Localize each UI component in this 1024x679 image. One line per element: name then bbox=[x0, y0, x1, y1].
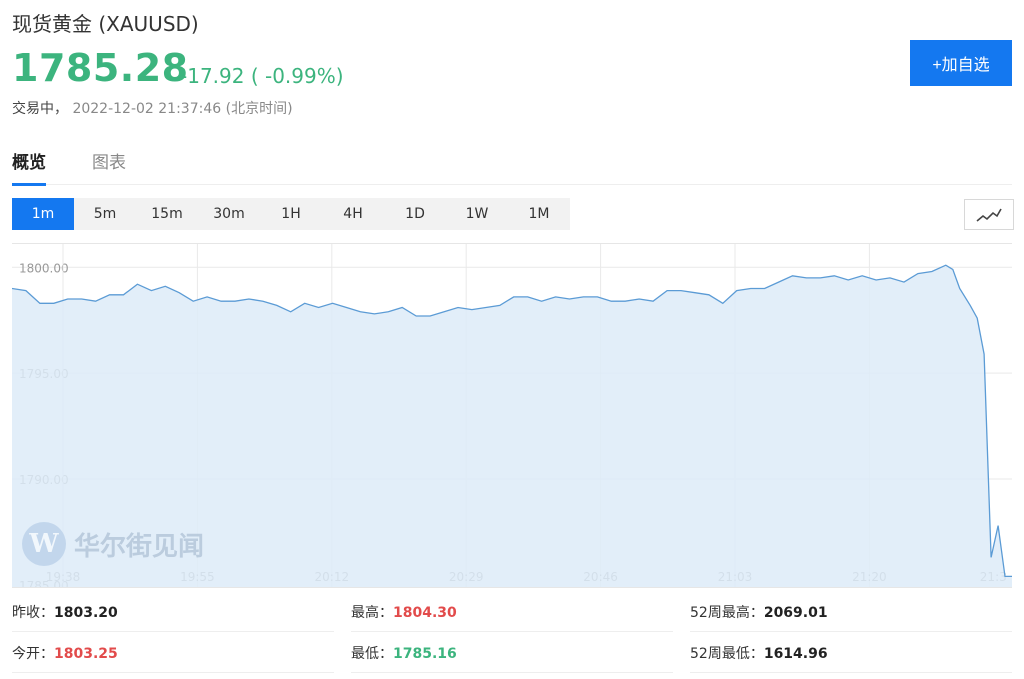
stat-52w-low: 52周最低：1614.96 bbox=[690, 636, 1012, 673]
price-chart: 1800.001795.001790.001785.0019:3819:5520… bbox=[11, 243, 1012, 593]
trading-status: 交易中， 2022-12-02 21:37:46 (北京时间) bbox=[12, 98, 293, 118]
current-price: 1785.28 bbox=[12, 46, 189, 90]
status-state: 交易中， bbox=[12, 101, 68, 117]
interval-15m[interactable]: 15m bbox=[151, 206, 183, 222]
interval-5m[interactable]: 5m bbox=[93, 206, 117, 222]
stat-open: 今开：1803.25 bbox=[12, 636, 334, 673]
status-timezone: (北京时间) bbox=[225, 101, 293, 117]
line-chart-icon bbox=[976, 208, 1002, 222]
stat-label: 52周最高： bbox=[690, 605, 764, 621]
tab-overview[interactable]: 概览 bbox=[12, 148, 46, 186]
stat-high: 最高：1804.30 bbox=[351, 595, 673, 632]
price-chart-svg: 1800.001795.001790.001785.0019:3819:5520… bbox=[11, 244, 1012, 593]
stat-label: 昨收： bbox=[12, 605, 54, 621]
price-area bbox=[12, 265, 1012, 587]
stat-value: 2069.01 bbox=[763, 605, 828, 621]
stat-label: 52周最低： bbox=[690, 646, 764, 662]
tab-bar: 概览 图表 bbox=[12, 144, 1012, 186]
page-title: 现货黄金 (XAUUSD) bbox=[12, 12, 199, 36]
stat-label: 最低： bbox=[351, 646, 393, 662]
stat-value: 1804.30 bbox=[393, 605, 457, 621]
stat-value: 1614.96 bbox=[763, 646, 828, 662]
tab-chart[interactable]: 图表 bbox=[92, 153, 126, 173]
stat-value: 1785.16 bbox=[393, 646, 457, 662]
interval-4h[interactable]: 4H bbox=[343, 206, 363, 222]
interval-selector: 1m 5m 15m 30m 1H 4H 1D 1W 1M bbox=[12, 198, 570, 230]
interval-1h[interactable]: 1H bbox=[281, 206, 301, 222]
interval-1w[interactable]: 1W bbox=[465, 206, 489, 222]
watermark-logo: W bbox=[22, 522, 66, 566]
y-tick-label: 1800.00 bbox=[19, 261, 69, 275]
chart-type-toggle-button[interactable] bbox=[964, 199, 1014, 230]
watermark: W 华尔街见闻 bbox=[22, 522, 204, 566]
stat-label: 最高： bbox=[351, 605, 393, 621]
stat-52w-high: 52周最高：2069.01 bbox=[690, 595, 1012, 632]
watermark-text: 华尔街见闻 bbox=[74, 531, 205, 562]
stat-prev-close: 昨收：1803.20 bbox=[12, 595, 334, 632]
interval-1m[interactable]: 1m bbox=[12, 198, 74, 230]
stat-value: 1803.20 bbox=[54, 605, 118, 621]
stat-label: 今开： bbox=[12, 646, 54, 662]
stat-value: 1803.25 bbox=[54, 646, 118, 662]
price-change: -17.92 ( -0.99%) bbox=[180, 64, 344, 88]
status-time: 2022-12-02 21:37:46 bbox=[72, 101, 222, 117]
interval-30m[interactable]: 30m bbox=[213, 206, 245, 222]
interval-1d[interactable]: 1D bbox=[405, 206, 425, 222]
price-line bbox=[11, 264, 1012, 578]
add-to-watchlist-button[interactable]: +加自选 bbox=[910, 40, 1012, 86]
stat-low: 最低：1785.16 bbox=[351, 636, 673, 673]
interval-1mo[interactable]: 1M bbox=[528, 206, 550, 222]
